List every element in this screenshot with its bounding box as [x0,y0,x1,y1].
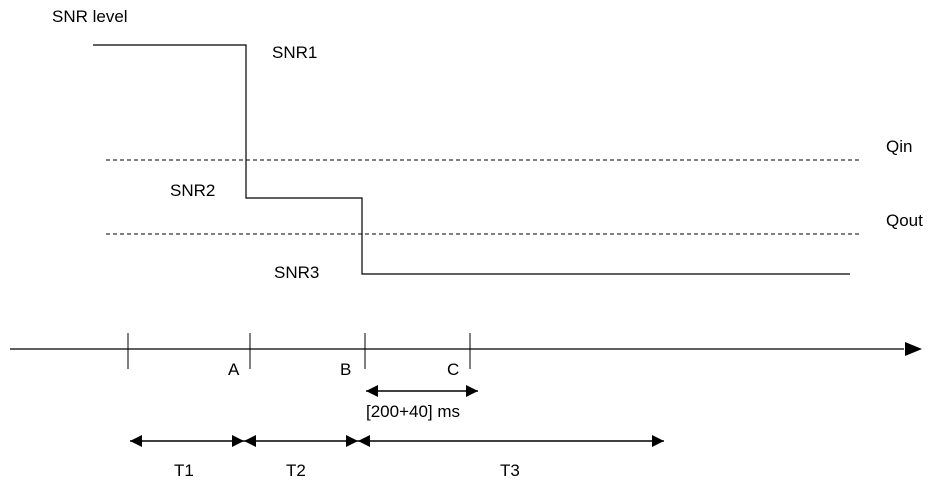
snr-signal-line [93,44,850,275]
mark-c-label: C [447,360,459,379]
snr1-label: SNR1 [272,43,317,62]
snr2-label: SNR2 [170,181,215,200]
mark-b-label: B [340,360,351,379]
qout-label: Qout [886,211,923,230]
t3-label: T3 [500,461,520,480]
mark-a-label: A [228,360,240,379]
snr3-label: SNR3 [274,263,319,282]
t1-label: T1 [174,461,194,480]
time-axis-arrowhead [905,342,922,356]
qin-label: Qin [886,137,912,156]
y-axis-label: SNR level [52,7,128,26]
window-label: [200+40] ms [366,402,460,421]
t2-label: T2 [286,461,306,480]
